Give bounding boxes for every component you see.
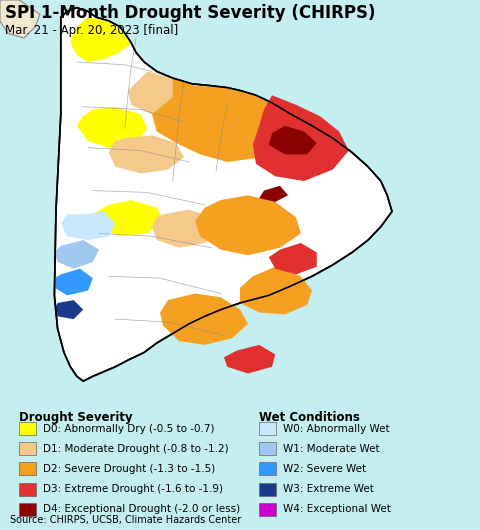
Polygon shape xyxy=(0,0,40,38)
FancyBboxPatch shape xyxy=(19,503,36,516)
Polygon shape xyxy=(54,7,392,381)
Polygon shape xyxy=(160,294,248,345)
Text: D0: Abnormally Dry (-0.5 to -0.7): D0: Abnormally Dry (-0.5 to -0.7) xyxy=(43,423,215,434)
Polygon shape xyxy=(152,209,221,248)
FancyBboxPatch shape xyxy=(259,422,276,435)
Polygon shape xyxy=(152,78,301,162)
Text: W0: Abnormally Wet: W0: Abnormally Wet xyxy=(283,423,390,434)
Text: D3: Extreme Drought (-1.6 to -1.9): D3: Extreme Drought (-1.6 to -1.9) xyxy=(43,484,223,494)
Polygon shape xyxy=(195,196,301,255)
Text: W2: Severe Wet: W2: Severe Wet xyxy=(283,464,366,474)
FancyBboxPatch shape xyxy=(259,503,276,516)
Text: W4: Exceptional Wet: W4: Exceptional Wet xyxy=(283,504,391,514)
Text: Wet Conditions: Wet Conditions xyxy=(259,411,360,423)
Polygon shape xyxy=(54,269,93,295)
FancyBboxPatch shape xyxy=(19,422,36,435)
Polygon shape xyxy=(77,107,147,148)
Polygon shape xyxy=(54,300,83,319)
FancyBboxPatch shape xyxy=(259,443,276,455)
FancyBboxPatch shape xyxy=(19,463,36,475)
Polygon shape xyxy=(259,186,288,202)
FancyBboxPatch shape xyxy=(259,463,276,475)
Polygon shape xyxy=(269,243,317,275)
Text: D1: Moderate Drought (-0.8 to -1.2): D1: Moderate Drought (-0.8 to -1.2) xyxy=(43,444,229,454)
Polygon shape xyxy=(61,211,115,240)
Text: Drought Severity: Drought Severity xyxy=(19,411,133,423)
Polygon shape xyxy=(240,267,312,314)
Polygon shape xyxy=(128,72,211,116)
Polygon shape xyxy=(253,95,349,181)
Text: W3: Extreme Wet: W3: Extreme Wet xyxy=(283,484,374,494)
Polygon shape xyxy=(71,17,131,62)
Text: W1: Moderate Wet: W1: Moderate Wet xyxy=(283,444,380,454)
Text: D4: Exceptional Drought (-2.0 or less): D4: Exceptional Drought (-2.0 or less) xyxy=(43,504,240,514)
Text: Source: CHIRPS, UCSB, Climate Hazards Center: Source: CHIRPS, UCSB, Climate Hazards Ce… xyxy=(10,515,241,525)
FancyBboxPatch shape xyxy=(19,483,36,496)
Polygon shape xyxy=(93,200,163,236)
Text: Mar. 21 - Apr. 20, 2023 [final]: Mar. 21 - Apr. 20, 2023 [final] xyxy=(5,24,178,37)
FancyBboxPatch shape xyxy=(19,443,36,455)
Text: D2: Severe Drought (-1.3 to -1.5): D2: Severe Drought (-1.3 to -1.5) xyxy=(43,464,216,474)
Polygon shape xyxy=(224,345,275,374)
Polygon shape xyxy=(109,135,184,173)
Text: SPI 1-Month Drought Severity (CHIRPS): SPI 1-Month Drought Severity (CHIRPS) xyxy=(5,4,375,22)
Polygon shape xyxy=(269,126,317,154)
Polygon shape xyxy=(54,240,99,269)
FancyBboxPatch shape xyxy=(259,483,276,496)
